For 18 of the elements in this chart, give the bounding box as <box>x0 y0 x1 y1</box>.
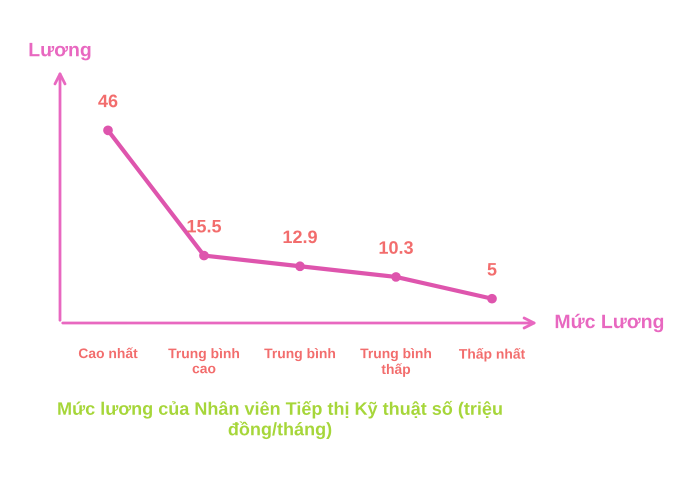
point <box>391 272 401 282</box>
x-tick-label: Trung bình <box>264 348 336 362</box>
x-tick-label: Thấp nhất <box>458 348 526 362</box>
text: Mức lương của Nhân viên Tiếp thị Kỹ thuật số (triệu đồng/tháng) <box>58 400 502 440</box>
point <box>103 125 113 136</box>
point <box>487 294 497 304</box>
data-label: 5 <box>488 263 497 276</box>
data-label: 46 <box>98 94 118 108</box>
data-label: 15.5 <box>188 220 222 233</box>
x-tick-label: Cao nhất <box>78 347 138 358</box>
data-label: 10.3 <box>380 241 413 254</box>
x-axis-title: Mức Lương <box>556 314 664 332</box>
x-tick-label: Trung bình thấp <box>360 348 432 377</box>
data-label: 12.9 <box>284 230 317 244</box>
point <box>295 261 305 272</box>
x-tick-label: Trung bình cao <box>168 348 240 374</box>
y-axis-title: Lương <box>30 42 90 60</box>
point <box>199 250 209 260</box>
